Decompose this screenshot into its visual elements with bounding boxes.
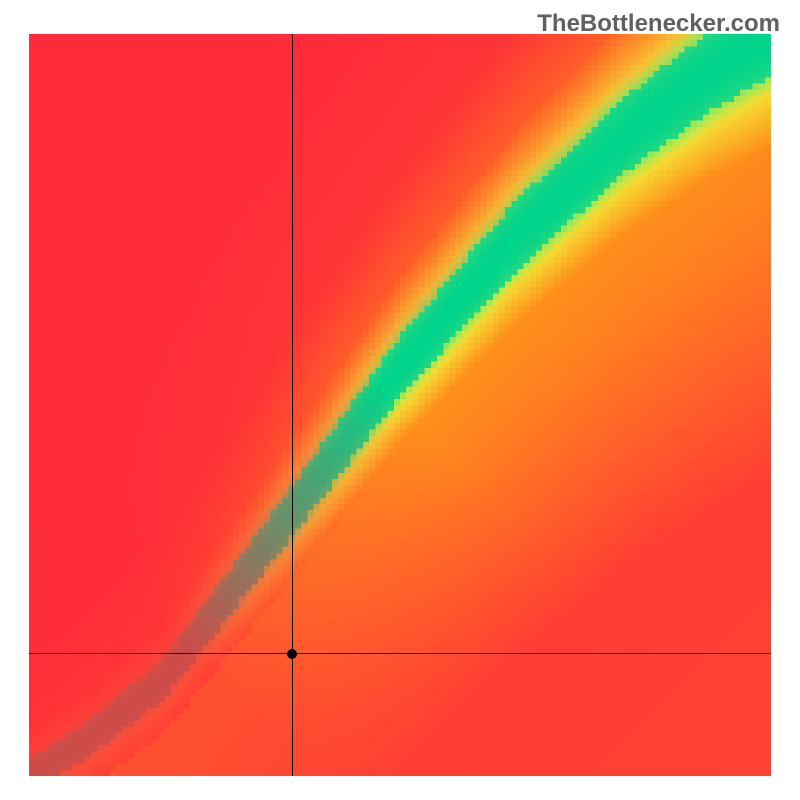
- watermark-text: TheBottlenecker.com: [537, 10, 780, 38]
- chart-container: { "watermark": { "text": "TheBottlenecke…: [0, 0, 800, 800]
- crosshair-vertical: [292, 34, 293, 776]
- crosshair-horizontal: [29, 653, 771, 654]
- bottleneck-heatmap: [29, 34, 771, 776]
- crosshair-dot: [287, 649, 297, 659]
